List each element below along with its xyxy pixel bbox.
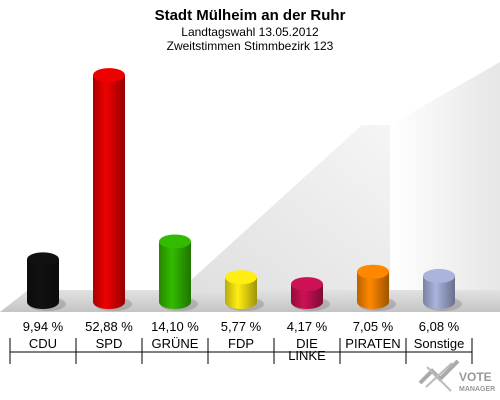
bar-body [291,284,323,309]
perspective-wedge [180,125,390,290]
value-label: 7,05 % [353,319,394,334]
bar-body [159,241,191,309]
value-label: 14,10 % [151,319,199,334]
chart-title: Stadt Mülheim an der Ruhr [155,7,346,24]
category-label: CDU [29,336,57,351]
right-wall [390,62,500,290]
chart-subtitle-date: Landtagswahl 13.05.2012 [181,25,319,39]
checkmark-icon [418,359,460,392]
logo-text-vote: VOTE [459,370,492,384]
bar-body [27,259,59,309]
bar-1 [27,252,66,311]
value-label: 5,77 % [221,319,262,334]
logo-text-manager: MANAGER [459,386,495,393]
category-label: SPD [96,336,123,351]
category-label-line: PIRATEN [345,336,400,351]
value-label: 6,08 % [419,319,460,334]
bar-top [159,234,191,249]
value-label: 52,88 % [85,319,133,334]
bar-3 [159,234,198,311]
vote-manager-logo: VOTE MANAGER [418,359,495,393]
value-labels: 9,94 % 52,88 % 14,10 % 5,77 % 4,17 % 7,05 % 6,… [23,319,460,334]
bar-5 [291,277,330,311]
bar-body [357,271,389,309]
category-label: PIRATEN [345,336,400,351]
bar-6 [357,264,396,311]
bar-2 [93,68,132,311]
bar-7 [423,268,462,311]
category-label: GRÜNE [152,336,199,351]
bar-top [423,268,455,283]
category-label-line: FDP [228,336,254,351]
category-label-line: GRÜNE [152,336,199,351]
category-label-line: DIE [296,336,318,351]
chart-subtitle-district: Zweitstimmen Stimmbezirk 123 [167,39,334,53]
category-label: DIE LINKE [288,336,326,363]
category-label-line: SPD [96,336,123,351]
category-label: Sonstige [414,336,465,351]
category-label: FDP [228,336,254,351]
bar-4 [225,270,264,311]
bar-top [357,264,389,279]
bar-body [225,277,257,309]
chart-titles: Stadt Mülheim an der Ruhr Landtagswahl 1… [155,7,346,53]
value-label: 9,94 % [23,319,64,334]
category-label-line: CDU [29,336,57,351]
bar-top [93,68,125,83]
bars [27,68,462,311]
chart-background [0,62,500,312]
bar-body [93,75,125,309]
bar-top [225,270,257,285]
category-label-line: Sonstige [414,336,465,351]
category-label-line: LINKE [288,348,326,363]
value-label: 4,17 % [287,319,328,334]
category-axis: CDU SPD GRÜNE FDP DIE LINKE PIRATEN Sonstige [9,336,473,364]
bar-top [27,252,59,267]
bar-body [423,275,455,309]
bar-top [291,277,323,292]
